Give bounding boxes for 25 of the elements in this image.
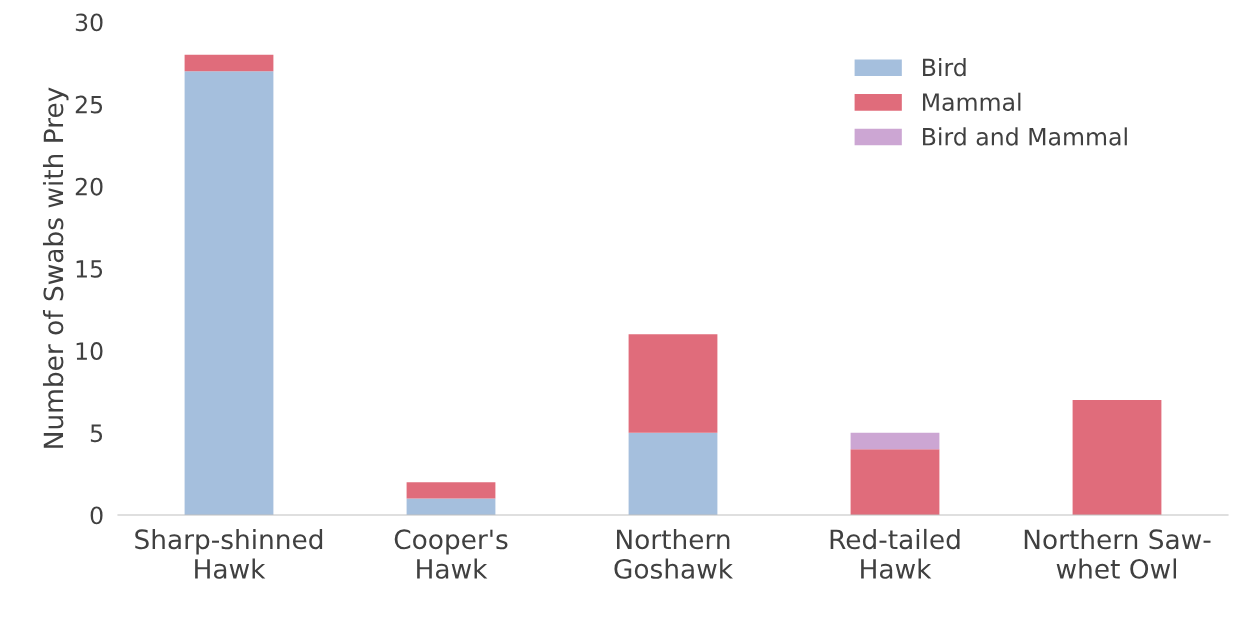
bar (406, 498, 496, 515)
bar (1072, 399, 1162, 515)
legend-label: Bird (923, 58, 966, 77)
x-tick-label: Cooper's Hawk (394, 529, 508, 579)
y-tick-label: 5 (90, 424, 103, 443)
x-tick-label: Northern Saw- whet Owl (1024, 528, 1211, 579)
y-tick-label: 25 (75, 95, 103, 114)
x-tick-label: Sharp-shinned Hawk (135, 528, 323, 579)
bar (850, 432, 940, 450)
legend-label: Mammal (923, 92, 1021, 111)
bar (628, 334, 718, 433)
bar (184, 71, 274, 515)
y-axis-title: Number of Swabs with Prey (42, 87, 69, 448)
x-tick-label: Northern Goshawk (614, 528, 733, 579)
y-tick-label: 15 (76, 260, 103, 278)
bar (628, 432, 718, 515)
y-tick-label: 0 (90, 506, 103, 525)
legend-label: Bird and Mammal (923, 127, 1127, 146)
bar (406, 482, 496, 499)
bar (184, 54, 274, 72)
bar (850, 449, 940, 515)
y-tick-label: 20 (75, 177, 103, 196)
y-tick-label: 10 (76, 342, 103, 360)
y-tick-label: 30 (75, 13, 103, 32)
x-tick-label: Red-tailed Hawk (830, 528, 960, 579)
